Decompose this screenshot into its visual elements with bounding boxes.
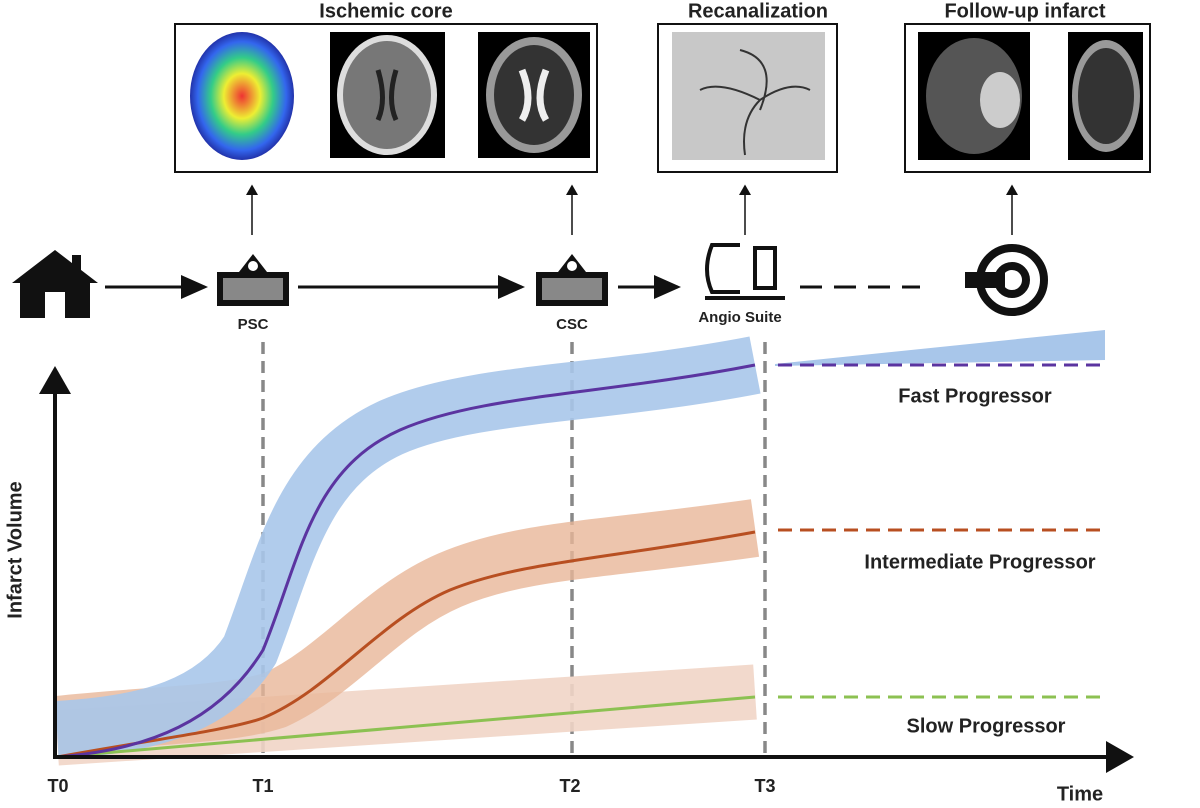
- icons: [12, 243, 1048, 318]
- location-label: Angio Suite: [698, 309, 781, 326]
- bands: [53, 336, 761, 766]
- panel-title: Follow-up infarct: [944, 0, 1105, 22]
- time-point: T1: [252, 776, 273, 796]
- group-label: Intermediate Progressor: [864, 551, 1095, 573]
- axes: [39, 366, 1134, 773]
- band-tail: [775, 330, 1105, 366]
- location-label: CSC: [556, 316, 588, 333]
- time-point: T3: [754, 776, 775, 796]
- panel-images: [174, 23, 1151, 173]
- up-arrows: [246, 184, 1018, 235]
- y-axis-label: Infarct Volume: [4, 481, 26, 618]
- time-point: T0: [47, 776, 68, 796]
- group-label: Slow Progressor: [907, 715, 1066, 737]
- panel-title: Recanalization: [688, 0, 828, 22]
- curves: [56, 363, 756, 759]
- x-axis-label: Time: [1057, 783, 1103, 805]
- panel-title: Ischemic core: [319, 0, 452, 22]
- location-label: PSC: [238, 316, 269, 333]
- group-label: Fast Progressor: [898, 385, 1052, 407]
- time-point: T2: [559, 776, 580, 796]
- group-lines: [778, 363, 1105, 699]
